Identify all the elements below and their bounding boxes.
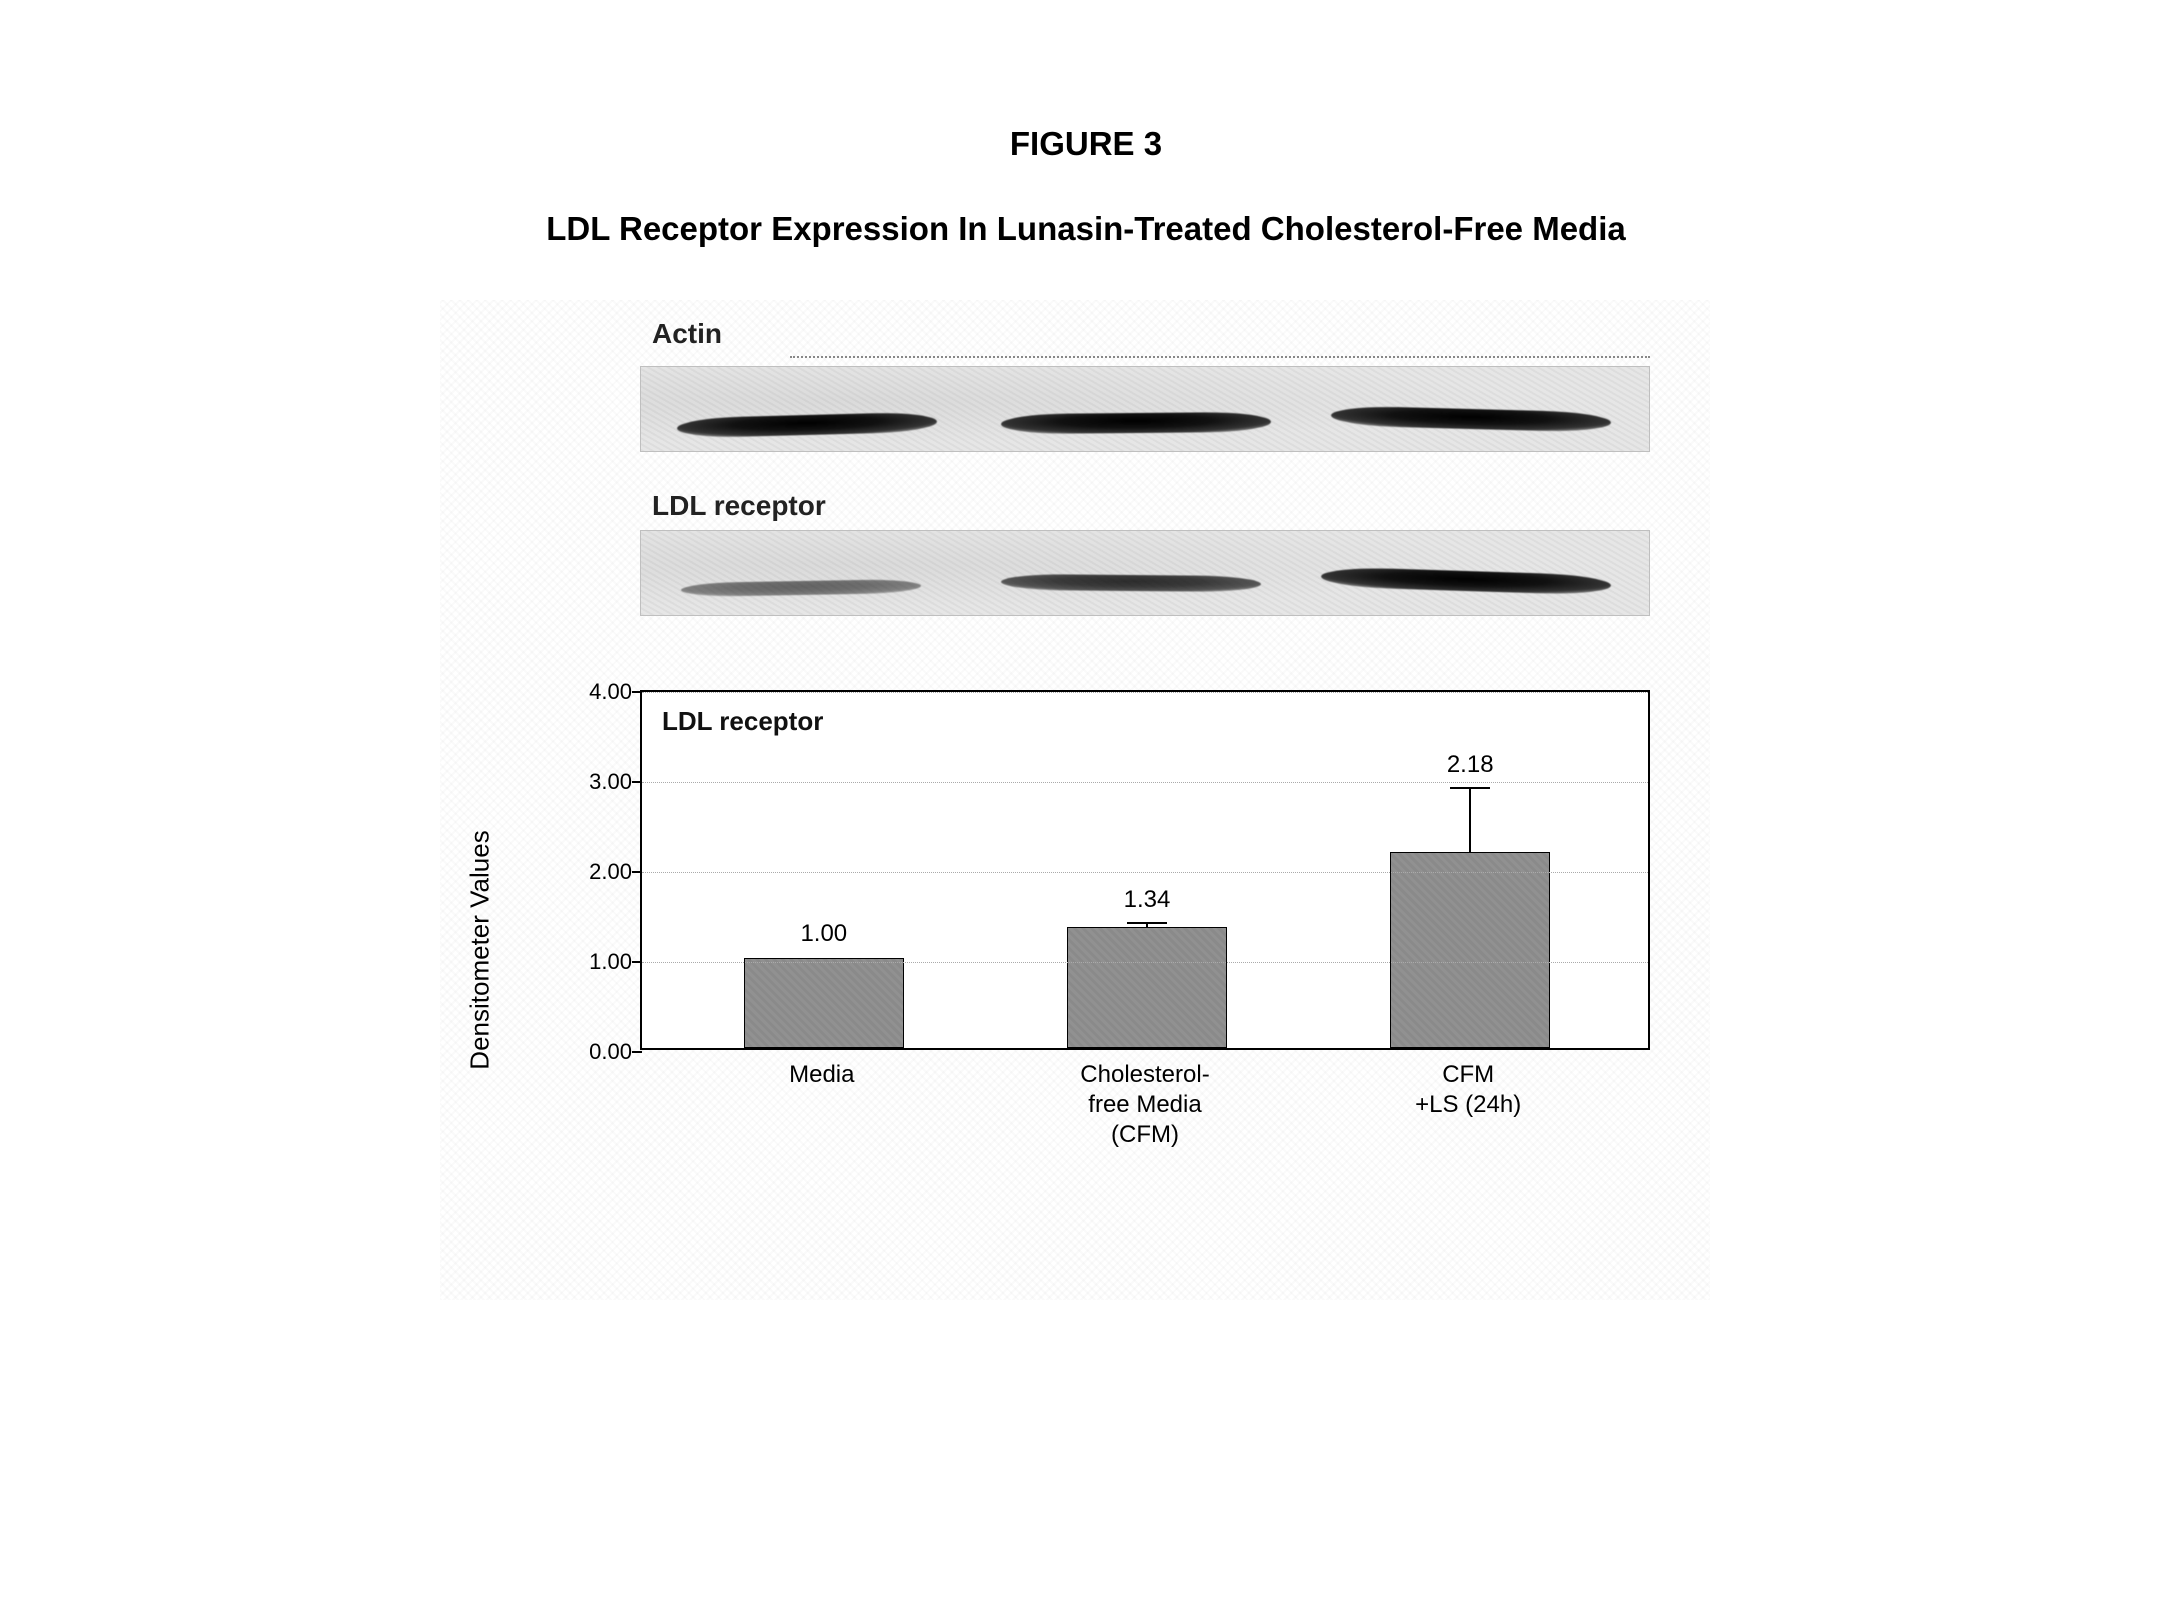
- error-cap: [1127, 922, 1167, 924]
- figure-title: LDL Receptor Expression In Lunasin-Treat…: [546, 210, 1625, 248]
- figure-panel: Actin LDL receptor Densitometer Values L…: [440, 300, 1710, 1300]
- bar-wrap: 1.00: [744, 958, 904, 1048]
- plot-area: LDL receptor 1.001.342.18 0.001.002.003.…: [640, 690, 1650, 1050]
- ytick-mark: [632, 691, 642, 693]
- gridline: [642, 872, 1648, 873]
- bars-container: 1.00 1.34 2.18: [642, 692, 1648, 1048]
- blot-ldl: [640, 530, 1650, 616]
- ytick-label: 0.00: [589, 1039, 632, 1065]
- blot-actin: [640, 366, 1650, 452]
- ytick-label: 4.00: [589, 679, 632, 705]
- bar-wrap: 2.18: [1390, 852, 1550, 1048]
- gridline: [642, 692, 1648, 693]
- x-category-label: CFM+LS (24h): [1328, 1060, 1608, 1120]
- bar: [1067, 927, 1227, 1048]
- band-ldl-2: [1001, 574, 1261, 592]
- ytick-mark: [632, 871, 642, 873]
- bar-value-label: 1.34: [1124, 886, 1171, 914]
- blot-ldl-label: LDL receptor: [640, 490, 1650, 522]
- band-actin-1: [677, 412, 937, 439]
- bar-chart: Densitometer Values LDL receptor 1.001.3…: [490, 690, 1650, 1210]
- x-category-label: Media: [682, 1060, 962, 1090]
- dotted-divider: [790, 356, 1650, 358]
- ytick-label: 1.00: [589, 949, 632, 975]
- bar-wrap: 1.34: [1067, 927, 1227, 1048]
- band-ldl-3: [1321, 566, 1611, 595]
- ytick-label: 2.00: [589, 859, 632, 885]
- gridline: [642, 962, 1648, 963]
- error-bar: [1146, 924, 1148, 928]
- ytick-label: 3.00: [589, 769, 632, 795]
- bar: [744, 958, 904, 1048]
- bar-value-label: 1.00: [800, 920, 847, 948]
- band-actin-3: [1331, 405, 1611, 432]
- blot-actin-section: Actin: [640, 318, 1650, 452]
- error-cap: [1450, 787, 1490, 789]
- ytick-mark: [632, 961, 642, 963]
- error-bar: [1469, 789, 1471, 852]
- blot-ldl-section: LDL receptor: [640, 490, 1650, 616]
- blot-actin-label: Actin: [640, 318, 1650, 350]
- ytick-mark: [632, 1051, 642, 1053]
- ytick-mark: [632, 781, 642, 783]
- y-axis-label: Densitometer Values: [465, 830, 496, 1069]
- bar: [1390, 852, 1550, 1048]
- band-actin-2: [1001, 412, 1271, 434]
- band-ldl-1: [681, 579, 921, 597]
- bar-value-label: 2.18: [1447, 751, 1494, 779]
- figure-number: FIGURE 3: [1010, 125, 1162, 163]
- gridline: [642, 782, 1648, 783]
- x-category-label: Cholesterol-free Media(CFM): [1005, 1060, 1285, 1150]
